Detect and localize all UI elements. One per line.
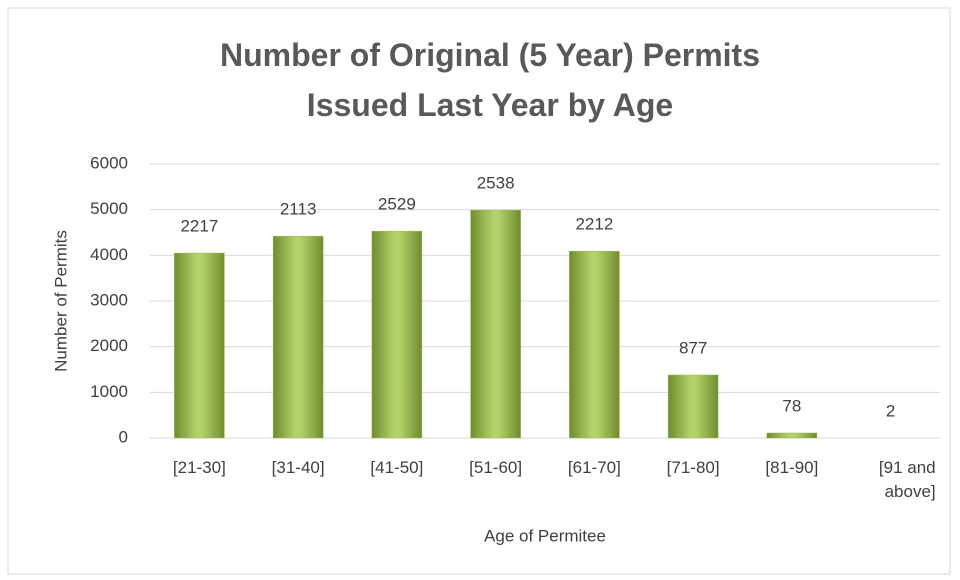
bar (766, 432, 818, 439)
y-axis-label: Number of Permits (51, 230, 70, 372)
annotation: 2538 (477, 174, 515, 193)
x-tick-label: [41-50] (370, 458, 424, 477)
chart-title: Number of Original (5 Year) Permits Issu… (219, 37, 760, 123)
x-tick-label: [61-70] (567, 458, 621, 477)
y-tick-label: 6000 (90, 153, 128, 172)
y-tick-label: 0 (119, 427, 128, 446)
annotation: 877 (679, 338, 707, 357)
bar (470, 209, 521, 439)
y-tick-label: 2000 (90, 336, 128, 355)
x-tick-label: [51-60] (469, 458, 523, 477)
x-tick-label: [81-90] (765, 458, 819, 477)
x-tick-label: [91 and above] (878, 458, 936, 501)
x-axis-label: Age of Permitee (484, 526, 606, 545)
bar (272, 235, 324, 439)
y-tick-label: 5000 (90, 199, 128, 218)
y-tick-label: 1000 (90, 382, 128, 401)
annotation: 2113 (280, 200, 317, 219)
y-tick-label: 3000 (90, 290, 128, 309)
x-tick-label: [31-40] (271, 458, 325, 477)
bar (569, 250, 620, 439)
annotation: 2 (886, 401, 895, 420)
annotation: 2529 (378, 195, 416, 214)
annotation: 2217 (180, 217, 218, 236)
x-tick-label: [71-80] (666, 458, 720, 477)
bar (667, 374, 719, 439)
bar (174, 252, 225, 439)
bar (371, 230, 423, 439)
y-tick-label: 4000 (90, 245, 128, 264)
annotation: 78 (782, 396, 801, 415)
x-tick-label: [21-30] (172, 458, 226, 477)
annotation: 2212 (575, 215, 613, 234)
